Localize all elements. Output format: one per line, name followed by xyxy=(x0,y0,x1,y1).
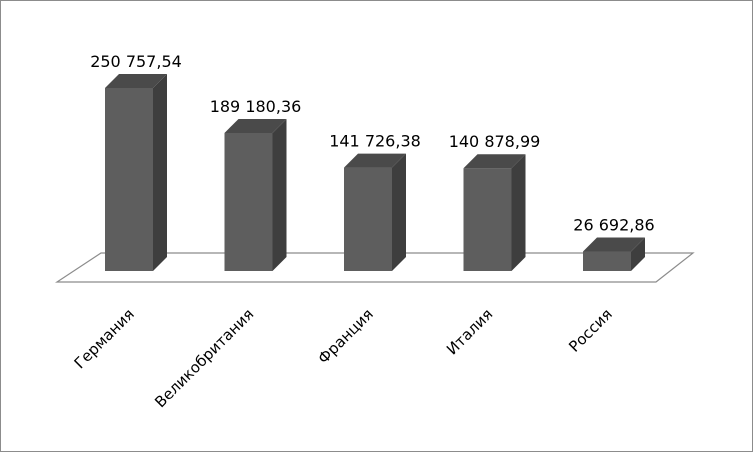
category-label-3: Франция xyxy=(314,305,377,368)
bar-side-4 xyxy=(511,154,526,271)
bar-4 xyxy=(463,154,526,271)
bar-front-4 xyxy=(463,168,512,271)
bar-3 xyxy=(344,153,406,271)
bar-front-5 xyxy=(583,251,631,271)
category-label-4: Италия xyxy=(443,305,496,358)
bar-side-5 xyxy=(631,237,645,271)
bar-front-3 xyxy=(344,167,392,271)
category-label-1: Германия xyxy=(71,305,138,372)
bar-side-1 xyxy=(153,74,167,271)
bar-top-5 xyxy=(583,237,645,252)
category-label-2: Великобритания xyxy=(151,305,257,411)
bar-2 xyxy=(224,118,287,271)
value-label-4: 140 878,99 xyxy=(449,132,541,151)
bar-front-1 xyxy=(105,88,153,271)
value-label-5: 26 692,86 xyxy=(573,216,654,235)
value-label-1: 250 757,54 xyxy=(90,52,182,71)
bar-side-3 xyxy=(392,153,406,271)
category-label-5: Россия xyxy=(565,305,616,356)
bar-top-2 xyxy=(224,118,287,133)
bar-side-2 xyxy=(272,118,287,271)
value-label-3: 141 726,38 xyxy=(329,132,421,151)
bar-top-1 xyxy=(105,74,167,88)
bar-1 xyxy=(105,74,167,271)
bar-5 xyxy=(583,237,645,271)
bar-top-4 xyxy=(463,154,526,169)
value-label-2: 189 180,36 xyxy=(210,97,302,116)
bar-front-2 xyxy=(224,132,273,271)
bar-top-3 xyxy=(344,153,406,168)
